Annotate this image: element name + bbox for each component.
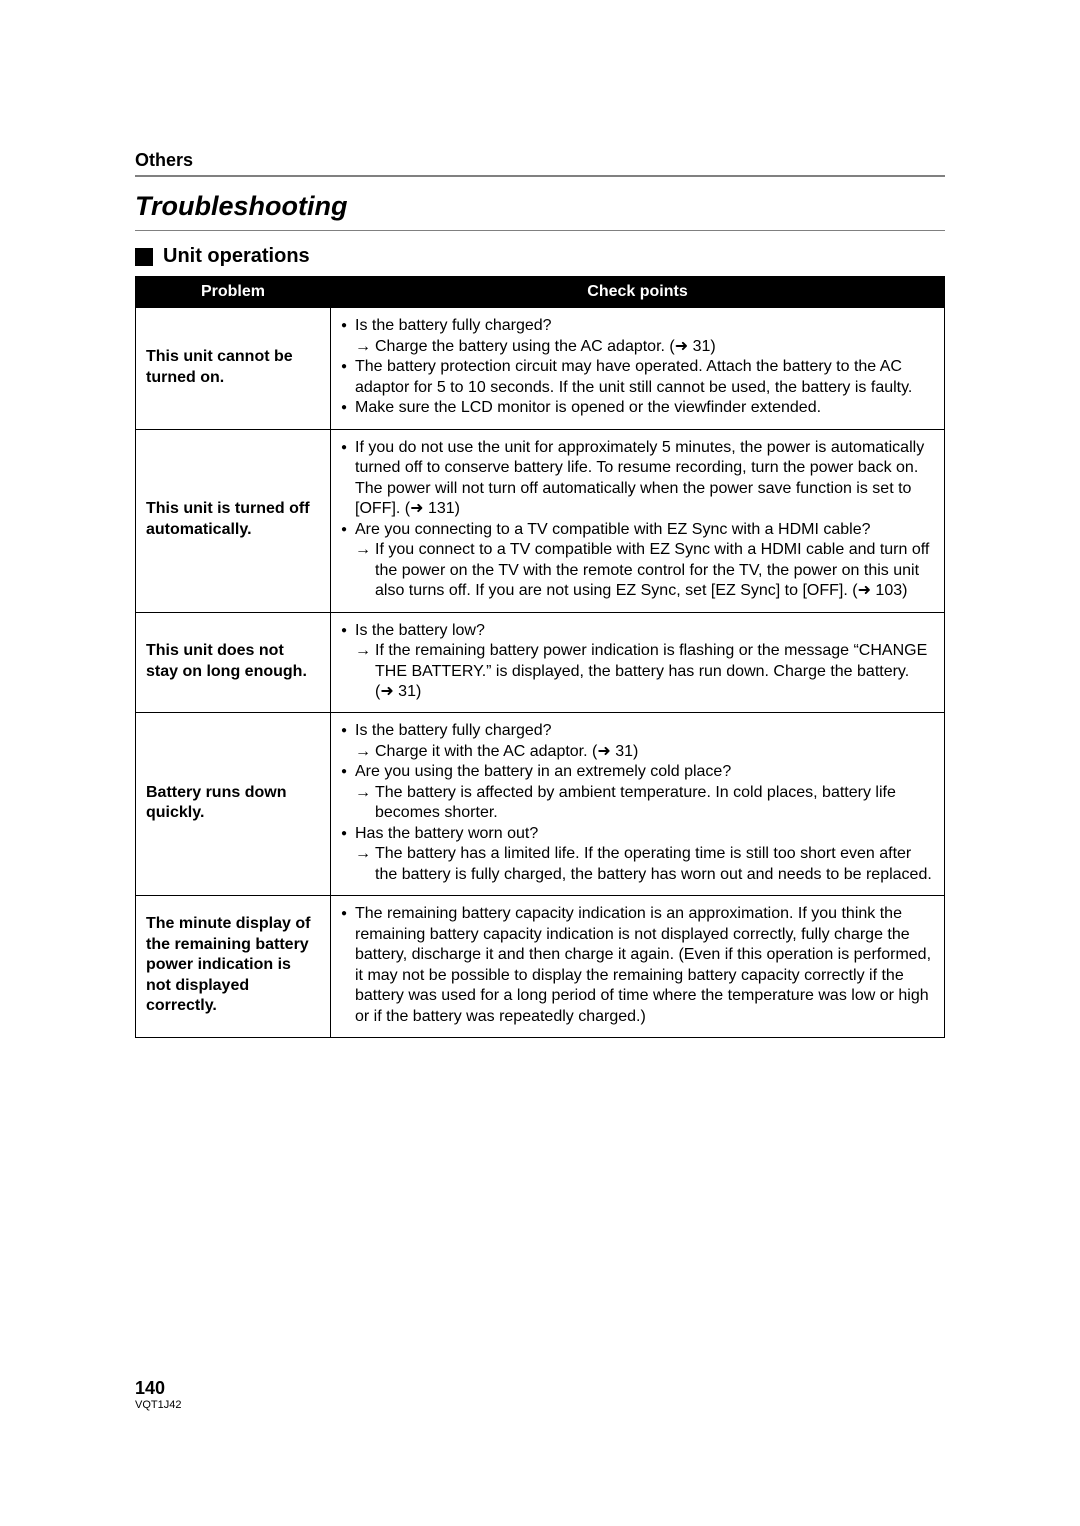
list-item: Has the battery worn out? → The battery h… xyxy=(341,824,934,885)
check-points-list: The remaining battery capacity indicatio… xyxy=(341,904,934,1027)
page-number: 140 xyxy=(135,1378,181,1399)
list-item-text: Make sure the LCD monitor is opened or t… xyxy=(355,399,821,416)
page-reference: (➜ 131) xyxy=(405,500,460,517)
list-item-sub: → If the remaining battery power indicat… xyxy=(355,641,934,702)
list-item: Are you using the battery in an extremel… xyxy=(341,762,934,823)
square-bullet-icon xyxy=(135,248,153,266)
table-row: This unit is turned off automatically. If… xyxy=(136,429,945,612)
troubleshooting-table: Problem Check points This unit cannot be… xyxy=(135,276,945,1038)
list-item-sub: → Charge it with the AC adaptor. (➜ 31) xyxy=(355,742,934,762)
list-item-sub: → If you connect to a TV compatible with… xyxy=(355,540,934,601)
table-row: This unit does not stay on long enough.I… xyxy=(136,612,945,713)
divider-thick xyxy=(135,175,945,177)
check-points-list: Is the battery fully charged? → Charge th… xyxy=(341,316,934,418)
header-problem: Problem xyxy=(136,277,331,308)
table-row: This unit cannot be turned on.Is the bat… xyxy=(136,308,945,429)
page-reference: (➜ 31) xyxy=(592,743,638,760)
arrow-right-icon: → xyxy=(355,844,375,864)
page-footer: 140 VQT1J42 xyxy=(135,1378,181,1411)
list-item-sub: → The battery is affected by ambient tem… xyxy=(355,783,934,824)
section-label: Others xyxy=(135,150,945,171)
check-points-list: Is the battery fully charged? → Charge it… xyxy=(341,721,934,885)
arrow-right-icon: → xyxy=(355,641,375,661)
problem-cell: Battery runs down quickly. xyxy=(136,713,331,896)
list-item-sub: → The battery has a limited life. If the… xyxy=(355,844,934,885)
check-points-cell: Is the battery fully charged? → Charge it… xyxy=(331,713,945,896)
arrow-right-icon: → xyxy=(355,742,375,762)
page: Others Troubleshooting Unit operations P… xyxy=(0,0,1080,1526)
list-item-text: Are you using the battery in an extremel… xyxy=(355,763,731,780)
list-item-text: Are you connecting to a TV compatible wi… xyxy=(355,521,871,538)
list-item-text: Is the battery fully charged? xyxy=(355,317,552,334)
table-row: Battery runs down quickly.Is the battery… xyxy=(136,713,945,896)
table-header-row: Problem Check points xyxy=(136,277,945,308)
list-item: Make sure the LCD monitor is opened or t… xyxy=(341,398,934,418)
list-item: Is the battery fully charged? → Charge it… xyxy=(341,721,934,762)
list-item-sub: → Charge the battery using the AC adapto… xyxy=(355,337,934,357)
arrow-right-icon: → xyxy=(355,783,375,803)
list-item-text: The remaining battery capacity indicatio… xyxy=(355,905,931,1024)
list-item-text: If you do not use the unit for approxima… xyxy=(355,439,924,517)
list-item: Is the battery fully charged? → Charge th… xyxy=(341,316,934,357)
list-item: Is the battery low? → If the remaining ba… xyxy=(341,621,934,703)
problem-cell: The minute display of the remaining batt… xyxy=(136,896,331,1038)
page-reference: (➜ 31) xyxy=(669,338,715,355)
subheading-text: Unit operations xyxy=(163,245,310,268)
page-reference: (➜ 31) xyxy=(375,683,421,700)
list-item: The remaining battery capacity indicatio… xyxy=(341,904,934,1027)
divider-thin xyxy=(135,230,945,231)
check-points-list: Is the battery low? → If the remaining ba… xyxy=(341,621,934,703)
problem-cell: This unit is turned off automatically. xyxy=(136,429,331,612)
page-reference: (➜ 103) xyxy=(852,582,907,599)
list-item: Are you connecting to a TV compatible wi… xyxy=(341,520,934,602)
list-item-text: Is the battery low? xyxy=(355,622,485,639)
page-title: Troubleshooting xyxy=(135,191,945,222)
list-item-text: The battery protection circuit may have … xyxy=(355,358,912,395)
list-item-text: Has the battery worn out? xyxy=(355,825,538,842)
header-check-points: Check points xyxy=(331,277,945,308)
arrow-right-icon: → xyxy=(355,337,375,357)
check-points-cell: Is the battery fully charged? → Charge th… xyxy=(331,308,945,429)
check-points-cell: The remaining battery capacity indicatio… xyxy=(331,896,945,1038)
subheading: Unit operations xyxy=(135,245,945,268)
problem-cell: This unit does not stay on long enough. xyxy=(136,612,331,713)
list-item: The battery protection circuit may have … xyxy=(341,357,934,398)
problem-cell: This unit cannot be turned on. xyxy=(136,308,331,429)
list-item: If you do not use the unit for approxima… xyxy=(341,438,934,520)
document-id: VQT1J42 xyxy=(135,1399,181,1411)
arrow-right-icon: → xyxy=(355,540,375,560)
check-points-cell: Is the battery low? → If the remaining ba… xyxy=(331,612,945,713)
check-points-cell: If you do not use the unit for approxima… xyxy=(331,429,945,612)
table-row: The minute display of the remaining batt… xyxy=(136,896,945,1038)
check-points-list: If you do not use the unit for approxima… xyxy=(341,438,934,602)
list-item-text: Is the battery fully charged? xyxy=(355,722,552,739)
